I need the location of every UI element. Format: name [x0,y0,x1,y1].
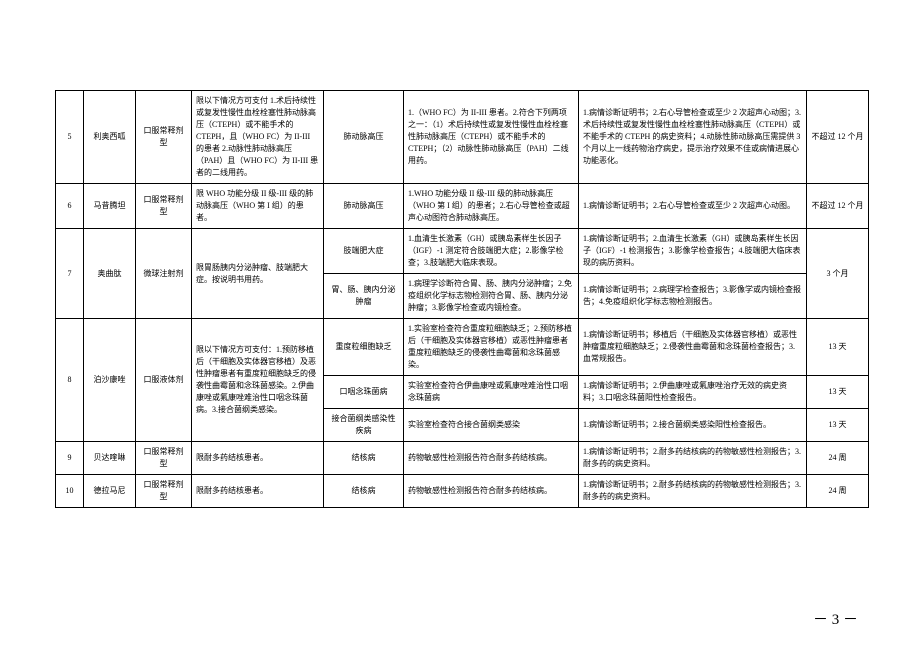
cell-form: 口服液体剂 [136,319,192,442]
cell-cond2: 1.病理学诊断符合胃、肠、胰内分泌肿瘤；2.免疫组织化学标志物检测符合胃、肠、胰… [404,274,579,319]
cell-cond2: 实验室检查符合接合菌纲类感染 [404,409,579,442]
cell-cond3: 1.病情诊断证明书；2.血清生长激素（GH）或胰岛素样生长因子（IGF）-1 检… [579,229,807,274]
table-row: 10德拉马尼口服常释剂型限耐多药结核患者。结核病药物敏感性检测报告符合耐多药结核… [56,475,869,508]
cell-period: 24 周 [807,475,869,508]
cell-form: 口服常释剂型 [136,442,192,475]
cell-form: 口服常释剂型 [136,184,192,229]
cell-num: 8 [56,319,84,442]
cell-period: 13 天 [807,319,869,376]
cell-form: 口服常释剂型 [136,475,192,508]
cell-num: 9 [56,442,84,475]
cell-cond3: 1.病情诊断证明书；2.耐多药结核病的药物敏感性检测报告；3.耐多药的病史资料。 [579,442,807,475]
cell-period: 13 天 [807,409,869,442]
cell-cond2: 实验室检查符合伊曲康唑或氟康唑难治性口咽念珠菌病 [404,376,579,409]
cell-disease: 重度粒细胞缺乏 [324,319,404,376]
page-container: 5利奥西呱口服常释剂型限以下情况方可支付 1.术后持续性或复发性慢性血栓栓塞性肺… [0,0,920,651]
cell-period: 3 个月 [807,229,869,319]
cell-cond1: 限耐多药结核患者。 [192,475,324,508]
cell-name: 泊沙康唑 [84,319,136,442]
cell-cond2: 1.血清生长激素（GH）或胰岛素样生长因子（IGF）-1 测定符合肢端肥大症；2… [404,229,579,274]
cell-cond2: 1.WHO 功能分级 II 级-III 级的肺动脉高压（WHO 第 I 组）的患… [404,184,579,229]
cell-cond3: 1.病情诊断证明书；2.耐多药结核病的药物敏感性检测报告；3.耐多药的病史资料。 [579,475,807,508]
cell-num: 6 [56,184,84,229]
drug-table: 5利奥西呱口服常释剂型限以下情况方可支付 1.术后持续性或复发性慢性血栓栓塞性肺… [55,90,869,508]
table-row: 7奥曲肽微球注射剂限胃肠胰内分泌肿瘤、肢端肥大症。按说明书用药。肢端肥大症1.血… [56,229,869,274]
cell-cond3: 1.病情诊断证明书；移植后（干细胞及实体器官移植）或恶性肿瘤重度粒细胞缺乏；2.… [579,319,807,376]
cell-disease: 结核病 [324,475,404,508]
cell-cond3: 1.病情诊断证明书；2.病理学检查报告；3.影像学或内镜检查报告；4.免疫组织化… [579,274,807,319]
cell-name: 马昔腾坦 [84,184,136,229]
cell-name: 贝达喹啉 [84,442,136,475]
table-row: 8泊沙康唑口服液体剂限以下情况方可支付：1.预防移植后（干细胞及实体器官移植）及… [56,319,869,376]
cell-cond2: 1.实验室检查符合重度粒细胞缺乏；2.预防移植后（干细胞及实体器官移植）或恶性肿… [404,319,579,376]
cell-cond1: 限耐多药结核患者。 [192,442,324,475]
cell-period: 不超过 12 个月 [807,91,869,184]
table-row: 9贝达喹啉口服常释剂型限耐多药结核患者。结核病药物敏感性检测报告符合耐多药结核病… [56,442,869,475]
cell-cond3: 1.病情诊断证明书；2.接合菌纲类感染阳性检查报告。 [579,409,807,442]
cell-cond1: 限 WHO 功能分级 II 级-III 级的肺动脉高压（WHO 第 I 组）的患… [192,184,324,229]
cell-name: 奥曲肽 [84,229,136,319]
cell-disease: 肺动脉高压 [324,91,404,184]
table-row: 5利奥西呱口服常释剂型限以下情况方可支付 1.术后持续性或复发性慢性血栓栓塞性肺… [56,91,869,184]
cell-cond1: 限以下情况方可支付：1.预防移植后（干细胞及实体器官移植）及恶性肿瘤患者有重度粒… [192,319,324,442]
cell-disease: 结核病 [324,442,404,475]
cell-name: 德拉马尼 [84,475,136,508]
cell-cond3: 1.病情诊断证明书；2.右心导管检查或至少 2 次超声心动图。 [579,184,807,229]
cell-period: 13 天 [807,376,869,409]
cell-disease: 肢端肥大症 [324,229,404,274]
cell-cond1: 限以下情况方可支付 1.术后持续性或复发性慢性血栓栓塞性肺动脉高压（CTEPH）… [192,91,324,184]
cell-num: 10 [56,475,84,508]
cell-disease: 口咽念珠菌病 [324,376,404,409]
cell-period: 不超过 12 个月 [807,184,869,229]
cell-disease: 接合菌纲类感染性疾病 [324,409,404,442]
cell-cond3: 1.病情诊断证明书；2.右心导管检查或至少 2 次超声心动图；3.术后持续性或复… [579,91,807,184]
cell-form: 微球注射剂 [136,229,192,319]
cell-cond2: 1.（WHO FC）为 II-III 患者。2.符合下列两项之一：（1）术后持续… [404,91,579,184]
cell-disease: 胃、肠、胰内分泌肿瘤 [324,274,404,319]
cell-name: 利奥西呱 [84,91,136,184]
cell-cond2: 药物敏感性检测报告符合耐多药结核病。 [404,475,579,508]
cell-period: 24 周 [807,442,869,475]
cell-cond2: 药物敏感性检测报告符合耐多药结核病。 [404,442,579,475]
cell-num: 5 [56,91,84,184]
cell-form: 口服常释剂型 [136,91,192,184]
cell-cond1: 限胃肠胰内分泌肿瘤、肢端肥大症。按说明书用药。 [192,229,324,319]
table-row: 6马昔腾坦口服常释剂型限 WHO 功能分级 II 级-III 级的肺动脉高压（W… [56,184,869,229]
cell-disease: 肺动脉高压 [324,184,404,229]
page-number: － 3 － [813,608,858,629]
cell-num: 7 [56,229,84,319]
cell-cond3: 1.病情诊断证明书；2.伊曲康唑或氟康唑治疗无效的病史资料；3.口咽念珠菌阳性检… [579,376,807,409]
